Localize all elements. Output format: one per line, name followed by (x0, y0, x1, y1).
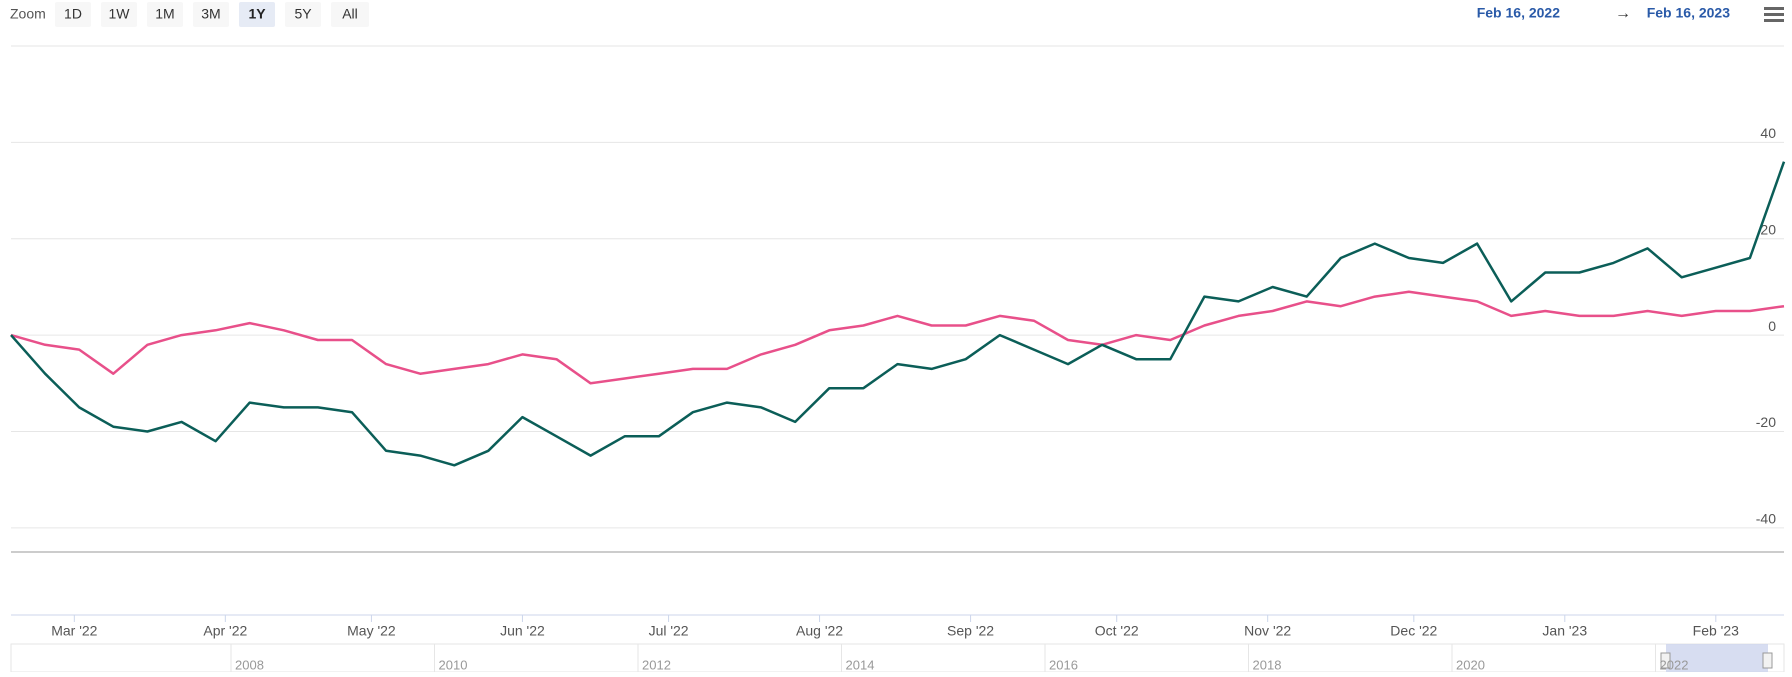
navigator-label: 2010 (439, 657, 468, 672)
zoom-button-label[interactable]: 5Y (294, 6, 312, 22)
series-line (10, 290, 1785, 385)
navigator-label: 2014 (846, 657, 875, 672)
x-tick-label: Jan '23 (1542, 623, 1587, 639)
x-tick-label: Aug '22 (796, 623, 843, 639)
x-tick-label: Jul '22 (649, 623, 689, 639)
navigator-label: 2016 (1049, 657, 1078, 672)
navigator-label: 2020 (1456, 657, 1485, 672)
navigator-label: 2012 (642, 657, 671, 672)
zoom-button[interactable] (101, 2, 137, 27)
zoom-button[interactable] (239, 2, 275, 27)
x-tick-label: Dec '22 (1390, 623, 1437, 639)
navigator-label: 2018 (1253, 657, 1282, 672)
x-tick-label: Sep '22 (947, 623, 994, 639)
x-tick-label: Apr '22 (203, 623, 247, 639)
navigator-handle[interactable] (1660, 652, 1671, 669)
navigator-range[interactable] (1666, 644, 1768, 672)
y-tick-label: 0 (1768, 318, 1776, 334)
navigator-label: 2022 (1660, 657, 1689, 672)
x-tick-label: Oct '22 (1095, 623, 1139, 639)
x-tick-label: May '22 (347, 623, 396, 639)
zoom-button[interactable] (55, 2, 91, 27)
zoom-button-label[interactable]: 3M (201, 6, 220, 22)
zoom-button[interactable] (193, 2, 229, 27)
y-tick-label: -40 (1756, 511, 1776, 527)
zoom-button-label[interactable]: 1Y (248, 6, 266, 22)
x-tick-label: Mar '22 (51, 623, 97, 639)
x-tick-label: Jun '22 (500, 623, 545, 639)
zoom-label: Zoom (10, 6, 46, 22)
zoom-button-label[interactable]: All (342, 6, 358, 22)
range-arrow: → (1615, 5, 1631, 22)
zoom-button-label[interactable]: 1D (64, 6, 82, 22)
range-from[interactable]: Feb 16, 2022 (1477, 5, 1560, 21)
x-tick-label: Feb '23 (1693, 623, 1739, 639)
y-tick-label: -20 (1756, 414, 1776, 430)
zoom-button[interactable] (331, 2, 369, 27)
navigator-label: 2008 (235, 657, 264, 672)
navigator[interactable] (10, 643, 1785, 673)
zoom-button[interactable] (285, 2, 321, 27)
series-line (10, 161, 1786, 467)
navigator-handle[interactable] (1762, 652, 1773, 669)
zoom-button-label[interactable]: 1W (109, 6, 131, 22)
y-tick-label: 20 (1760, 221, 1776, 237)
range-to[interactable]: Feb 16, 2023 (1647, 5, 1730, 21)
y-tick-label: 40 (1760, 125, 1776, 141)
zoom-button-label[interactable]: 1M (155, 6, 174, 22)
menu-icon[interactable] (1764, 7, 1784, 22)
x-tick-label: Nov '22 (1244, 623, 1291, 639)
zoom-button[interactable] (147, 2, 183, 27)
